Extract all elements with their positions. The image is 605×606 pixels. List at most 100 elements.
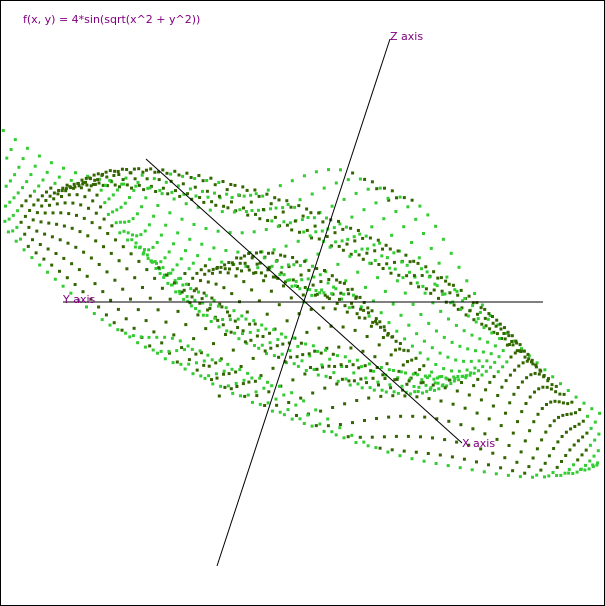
surface-point (403, 337, 407, 341)
surface-point (145, 268, 149, 272)
surface-point (290, 417, 294, 421)
surface-point (125, 168, 129, 171)
surface-point (354, 191, 358, 195)
surface-point (108, 323, 112, 327)
surface-point (192, 289, 196, 293)
surface-point (499, 327, 503, 331)
surface-point (380, 254, 384, 258)
surface-point (546, 379, 550, 383)
surface-point (216, 318, 220, 322)
surface-point (179, 362, 183, 366)
surface-point (161, 168, 165, 172)
surface-point (588, 443, 592, 447)
surface-point (462, 457, 466, 461)
surface-point (111, 210, 115, 214)
surface-point (117, 259, 121, 263)
surface-point (478, 311, 482, 314)
surface-point (236, 317, 240, 321)
surface-point (167, 250, 171, 254)
surface-point (258, 402, 262, 406)
surface-point (280, 265, 284, 269)
surface-point (289, 355, 293, 359)
surface-point (209, 176, 213, 180)
surface-point (461, 299, 465, 303)
surface-point (143, 345, 147, 349)
surface-point (298, 287, 302, 291)
surface-point (440, 384, 444, 388)
surface-point (53, 277, 57, 281)
surface-point (130, 238, 134, 242)
surface-point (242, 194, 246, 198)
surface-point (351, 305, 355, 309)
surface-point (260, 323, 264, 327)
surface-point (416, 261, 420, 265)
surface-point (201, 189, 204, 193)
surface-point (259, 271, 263, 275)
surface-point (21, 186, 24, 190)
surface-point (194, 352, 198, 356)
surface-point (387, 198, 391, 202)
surface-point (316, 349, 320, 353)
surface-point (231, 348, 235, 352)
surface-point (405, 382, 409, 386)
surface-point (497, 355, 501, 359)
surface-point (439, 399, 443, 403)
surface-point (358, 295, 362, 299)
surface-point (296, 344, 300, 348)
surface-point (494, 472, 498, 476)
surface-point (511, 431, 515, 435)
surface-point (517, 364, 521, 368)
surface-point (532, 420, 536, 424)
surface-point (477, 369, 480, 373)
surface-point (332, 226, 336, 230)
surface-point (185, 295, 189, 298)
surface-point (338, 426, 342, 430)
surface-point (135, 234, 139, 238)
surface-point (483, 432, 487, 436)
surface-point (315, 292, 319, 296)
surface-point (228, 318, 232, 322)
surface-point (183, 272, 187, 275)
surface-point (405, 274, 409, 278)
surface-point (557, 415, 560, 419)
surface-point (387, 415, 391, 419)
surface-point (340, 365, 344, 368)
surface-point (468, 309, 472, 313)
surface-point (1, 129, 5, 132)
surface-point (543, 461, 547, 465)
surface-point (352, 293, 355, 297)
surface-point (23, 232, 27, 236)
surface-point (379, 394, 383, 398)
surface-point (392, 369, 395, 372)
surface-point (319, 409, 323, 413)
surface-point (384, 390, 388, 394)
surface-point (452, 375, 456, 379)
surface-point (511, 469, 515, 473)
surface-point (355, 399, 359, 402)
surface-point (216, 229, 220, 233)
surface-point (515, 460, 519, 464)
surface-point (465, 368, 469, 372)
surface-point (423, 291, 427, 295)
surface-point (93, 182, 97, 186)
surface-point (515, 341, 519, 345)
surface-point (451, 402, 455, 406)
surface-point (200, 242, 204, 246)
surface-point (374, 319, 378, 323)
surface-point (186, 344, 190, 348)
surface-point (25, 146, 29, 150)
surface-point (196, 313, 200, 317)
surface-point (384, 243, 388, 247)
surface-point (245, 188, 249, 192)
surface-point (390, 189, 394, 193)
surface-point (254, 390, 258, 394)
surface-point (423, 374, 427, 378)
surface-point (507, 444, 511, 447)
surface-point (464, 313, 468, 317)
surface-point (113, 183, 117, 187)
surface-point (147, 248, 151, 252)
surface-point (193, 185, 197, 189)
surface-point (99, 205, 103, 209)
